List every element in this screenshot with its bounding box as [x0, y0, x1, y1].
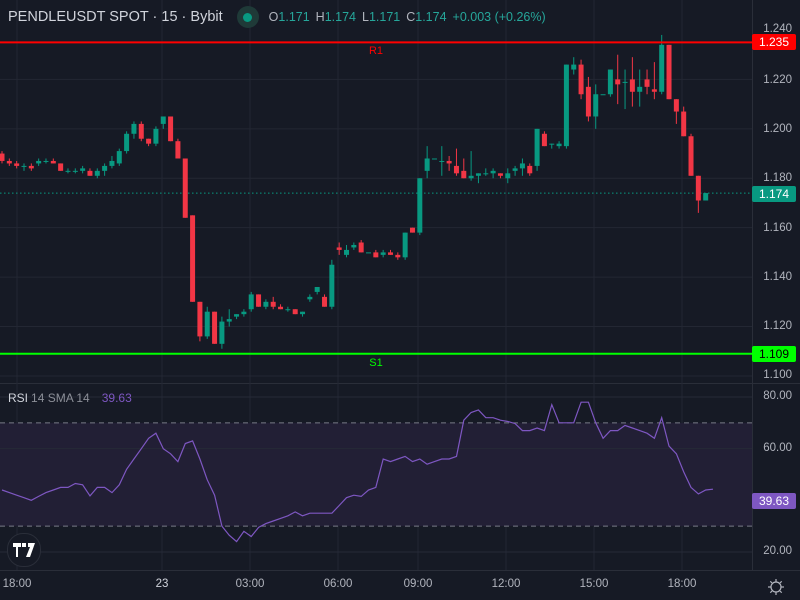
time-tick: 09:00	[403, 578, 433, 590]
time-tick: 18:00	[2, 578, 32, 590]
resistance-label: R1	[368, 45, 384, 57]
resistance-price-tag: 1.235	[752, 34, 796, 50]
price-tick: 1.160	[763, 222, 792, 234]
rsi-tick: 80.00	[763, 390, 792, 402]
price-tick: 1.240	[763, 23, 792, 35]
time-tick: 18:00	[667, 578, 697, 590]
rsi-tick: 20.00	[763, 545, 792, 557]
rsi-tick: 60.00	[763, 442, 792, 454]
price-tick: 1.140	[763, 271, 792, 283]
ohlc-open: O1.171	[268, 10, 310, 24]
settings-icon[interactable]	[767, 578, 785, 596]
time-tick: 23	[155, 578, 169, 590]
market-status-indicator[interactable]	[236, 6, 259, 28]
ohlc-close: C1.174	[406, 10, 447, 24]
exchange-label: Bybit	[190, 9, 223, 25]
price-tick: 1.220	[763, 74, 792, 86]
market-open-icon	[243, 12, 253, 22]
tradingview-logo[interactable]	[7, 533, 41, 567]
ohlc-low: L1.171	[361, 10, 401, 24]
time-tick: 15:00	[579, 578, 609, 590]
support-price-tag: 1.109	[752, 346, 796, 362]
price-change: +0.003 (+0.26%)	[452, 10, 546, 24]
support-label: S1	[369, 357, 383, 369]
price-tick: 1.120	[763, 320, 792, 332]
ohlc-high: H1.174	[315, 10, 356, 24]
price-tick: 1.200	[763, 123, 792, 135]
interval-label[interactable]: 15	[161, 9, 178, 25]
price-tick: 1.100	[763, 369, 792, 381]
current-price-tag: 1.174	[752, 186, 796, 202]
time-tick: 03:00	[235, 578, 265, 590]
rsi-legend[interactable]: RSI 14 SMA 14 39.63	[8, 391, 132, 405]
tradingview-logo-icon	[13, 543, 35, 557]
time-tick: 06:00	[323, 578, 353, 590]
chart-header: PENDLEUSDT SPOT · 15 · Bybit O1.171 H1.1…	[8, 6, 546, 28]
rsi-value-tag: 39.63	[752, 493, 796, 509]
symbol-title[interactable]: PENDLEUSDT SPOT · 15 · Bybit	[8, 9, 223, 25]
rsi-value: 39.63	[101, 391, 132, 405]
price-tick: 1.180	[763, 172, 792, 184]
time-tick: 12:00	[491, 578, 521, 590]
